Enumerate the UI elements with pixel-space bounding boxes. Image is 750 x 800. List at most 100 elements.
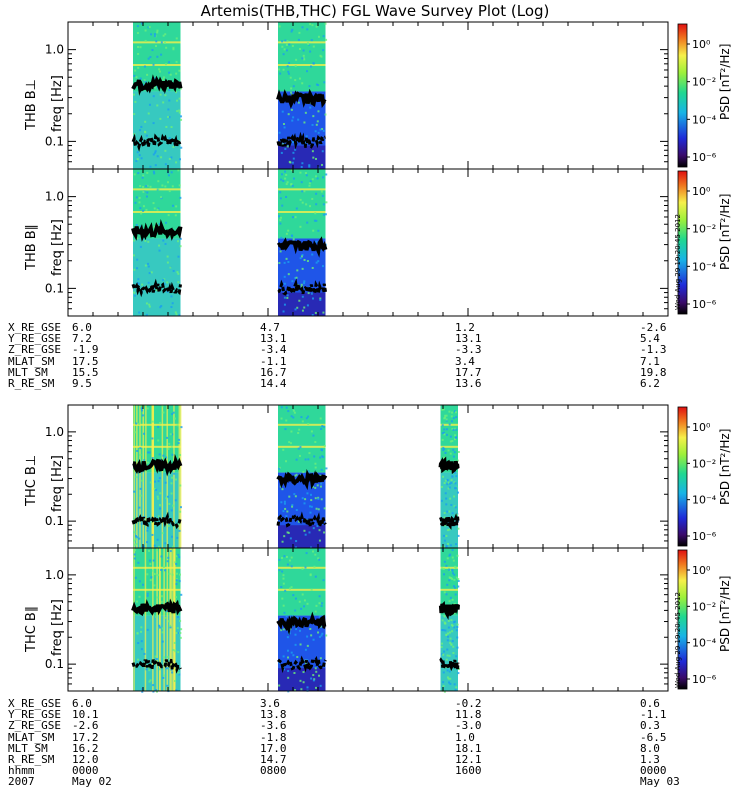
spectrogram-speckle	[177, 671, 180, 674]
spectrogram-speckle	[168, 572, 171, 575]
spectrogram-speckle	[178, 673, 181, 676]
spectrogram-speckle	[453, 410, 456, 413]
spectrogram-speckle	[312, 229, 315, 232]
spectrogram-speckle	[311, 313, 314, 316]
spectrogram-speckle	[175, 583, 178, 586]
spectrogram-speckle	[319, 297, 322, 300]
spectrogram-speckle	[164, 242, 167, 245]
spectrogram-speckle	[448, 528, 451, 531]
spectrogram-speckle	[175, 555, 178, 558]
spectrogram-speckle	[288, 587, 291, 590]
spectrogram-speckle	[311, 178, 314, 181]
spectrogram-speckle	[298, 454, 301, 457]
spectrogram-speckle	[150, 520, 153, 523]
spectrogram-speckle	[310, 292, 313, 295]
spectrogram-speckle	[287, 72, 290, 75]
spectrogram-speckle	[282, 448, 285, 451]
ephemeris-value: 0000	[72, 764, 99, 778]
spectrogram-speckle	[289, 76, 292, 79]
spectrogram-speckle	[310, 39, 313, 42]
spectrogram-speckle	[292, 116, 295, 119]
spectrogram-speckle	[178, 314, 181, 317]
spectrogram-speckle	[442, 671, 445, 674]
spectrogram-speckle	[455, 655, 458, 658]
spectrogram-speckle	[285, 406, 288, 409]
colorbar3-label: PSD [nT²/Hz]	[718, 428, 732, 505]
ephemeris-value: -3.6	[260, 719, 287, 733]
spectrogram-speckle	[147, 461, 150, 464]
spectrogram-speckle	[294, 495, 297, 498]
panel2-ylabel-probe: THB B∥	[24, 223, 39, 270]
spectrogram-speckle	[319, 128, 322, 131]
spectrogram-speckle	[279, 222, 282, 225]
spectrogram-speckle	[325, 634, 328, 637]
spectrogram-speckle	[157, 480, 160, 483]
spectrogram-speckle	[308, 182, 311, 185]
spectrogram-speckle	[136, 632, 139, 635]
spectrogram-speckle	[445, 503, 448, 506]
spectrogram-speckle	[156, 208, 159, 211]
spectrogram-speckle	[174, 650, 177, 653]
spectrogram-speckle	[283, 555, 286, 558]
spectrogram-speckle	[134, 100, 137, 103]
spectrogram-speckle	[320, 427, 323, 430]
spectrogram-speckle	[301, 82, 304, 85]
spectrogram-line	[278, 210, 326, 213]
ephemeris-value: 12.0	[72, 752, 99, 766]
spectrogram-speckle	[300, 416, 303, 419]
spectrogram-speckle	[449, 452, 452, 455]
spectrogram-speckle	[142, 185, 145, 188]
spectrogram-speckle	[442, 534, 445, 537]
spectrogram-speckle	[449, 637, 452, 640]
spectrogram-speckle	[299, 446, 302, 449]
spectrogram-speckle	[305, 518, 308, 521]
ephemeris-value: -1.3	[640, 343, 667, 357]
spectrogram-speckle	[159, 504, 162, 507]
spectrogram-speckle	[448, 600, 451, 603]
spectrogram-speckle	[178, 69, 181, 72]
spectrogram-speckle	[320, 163, 323, 166]
spectrogram-speckle	[314, 497, 317, 500]
spectrogram-speckle	[280, 585, 283, 588]
spectrogram-speckle	[284, 39, 287, 42]
spectrogram-speckle	[447, 677, 450, 680]
spectrogram-speckle	[302, 57, 305, 60]
spectrogram-speckle	[443, 690, 446, 693]
y-tick-label: 0.1	[45, 657, 64, 671]
spectrogram-speckle	[311, 123, 314, 126]
spectrogram-speckle	[293, 493, 296, 496]
spectrogram-speckle	[301, 497, 304, 500]
spectrogram-speckle	[144, 239, 147, 242]
spectrogram-speckle	[177, 651, 180, 654]
spectrogram-speckle	[442, 653, 445, 656]
spectrogram-speckle	[450, 619, 453, 622]
spectrogram-speckle	[444, 451, 447, 454]
spectrogram-speckle	[169, 266, 172, 269]
spectrogram-speckle	[160, 53, 163, 56]
spectrogram-speckle	[157, 207, 160, 210]
ephemeris-label: MLT_SM	[8, 741, 48, 755]
spectrogram-speckle	[305, 417, 308, 420]
ephemeris-value: 17.5	[72, 354, 99, 368]
spectrogram-speckle	[151, 49, 154, 52]
spectrogram-speckle	[445, 428, 448, 431]
spectrogram-speckle	[176, 240, 179, 243]
spectrogram-speckle	[291, 28, 294, 31]
spectrogram-speckle	[310, 677, 313, 680]
spectrogram-speckle	[173, 417, 176, 420]
spectrogram-speckle	[301, 162, 304, 165]
spectrogram-speckle	[457, 585, 460, 588]
spectrogram-speckle	[315, 192, 318, 195]
spectrogram-speckle	[139, 77, 142, 80]
spectrogram-speckle	[443, 516, 446, 519]
spectrogram-speckle	[164, 481, 167, 484]
spectrogram-speckle	[322, 35, 325, 38]
spectrogram-speckle	[159, 93, 162, 96]
spectrogram-speckle	[448, 510, 451, 513]
spectrogram-speckle	[172, 648, 175, 651]
spectrogram-speckle	[136, 267, 139, 270]
spectrogram-speckle	[144, 39, 147, 42]
spectrogram-speckle	[324, 113, 327, 116]
spectrogram-speckle	[304, 648, 307, 651]
panel3-ylabel-probe: THC B⊥	[24, 454, 39, 506]
